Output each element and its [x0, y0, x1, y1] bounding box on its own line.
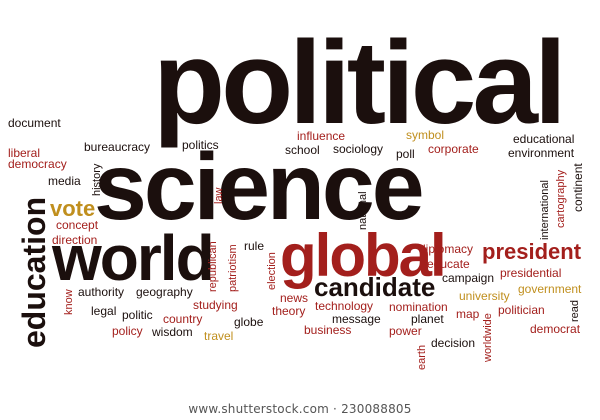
- word-president: president: [482, 239, 582, 264]
- word-law: law: [213, 187, 225, 204]
- watermark-bar: www.shutterstock.com · 230088805: [0, 396, 600, 420]
- word-authority: authority: [78, 285, 125, 299]
- word-wisdom: wisdom: [152, 325, 193, 339]
- word-diplomacy: diplomacy: [419, 242, 474, 256]
- word-school: school: [285, 143, 320, 157]
- word-concept: concept: [56, 218, 99, 232]
- word-map: map: [456, 307, 480, 321]
- word-travel: travel: [204, 329, 234, 343]
- word-read: read: [569, 299, 581, 322]
- word-sociology: sociology: [333, 142, 384, 156]
- word-symbol: symbol: [406, 128, 445, 142]
- word-studying: studying: [193, 298, 238, 312]
- word-democrat: democrat: [530, 322, 581, 336]
- word-political: political: [153, 17, 567, 149]
- word-business: business: [304, 323, 352, 337]
- word-earth: earth: [416, 344, 428, 370]
- word-politician: politician: [498, 303, 545, 317]
- word-international: international: [539, 180, 551, 240]
- word-politic: politic: [122, 308, 153, 322]
- word-rule: rule: [244, 239, 265, 253]
- word-election: election: [266, 252, 278, 290]
- word-world: world: [52, 222, 215, 294]
- word-continent: continent: [571, 163, 585, 212]
- word-geography: geography: [136, 285, 193, 299]
- word-politics: politics: [182, 138, 219, 152]
- word-media: media: [48, 174, 81, 188]
- word-cartography: cartography: [555, 169, 567, 228]
- word-liberal: liberal: [8, 146, 41, 160]
- word-corporate: corporate: [428, 142, 479, 156]
- word-educational: educational: [513, 132, 575, 146]
- word-technology: technology: [315, 299, 374, 313]
- word-education: education: [16, 196, 52, 348]
- word-educate: educate: [427, 257, 470, 271]
- word-document: document: [8, 116, 61, 130]
- word-patriotism: patriotism: [227, 244, 239, 292]
- word-direction: direction: [52, 233, 98, 247]
- word-national: national: [357, 191, 369, 230]
- word-history: history: [91, 163, 103, 196]
- watermark-text: www.shutterstock.com · 230088805: [188, 402, 412, 416]
- word-university: university: [459, 289, 510, 303]
- word-presidential: presidential: [500, 266, 562, 280]
- word-candidate: candidate: [314, 272, 436, 302]
- word-nomination: nomination: [389, 300, 448, 314]
- word-country: country: [163, 312, 203, 326]
- word-science: science: [94, 134, 425, 240]
- word-vote: vote: [50, 196, 96, 221]
- word-campaign: campaign: [442, 271, 495, 285]
- word-bureaucracy: bureaucracy: [84, 140, 151, 154]
- word-legal: legal: [91, 304, 117, 318]
- word-environment: environment: [508, 146, 575, 160]
- word-worldwide: worldwide: [482, 313, 494, 362]
- word-influence: influence: [297, 129, 346, 143]
- word-power: power: [389, 324, 422, 338]
- word-democracy: democracy: [8, 157, 67, 171]
- word-globe: globe: [234, 315, 264, 329]
- word-poll: poll: [396, 147, 415, 161]
- word-government: government: [518, 282, 582, 296]
- word-message: message: [332, 312, 381, 326]
- word-global: global: [280, 222, 447, 289]
- word-republican: republican: [207, 241, 219, 292]
- word-decision: decision: [431, 336, 476, 350]
- word-policy: policy: [112, 324, 143, 338]
- word-planet: planet: [411, 312, 444, 326]
- word-know: know: [63, 289, 75, 315]
- word-theory: theory: [272, 304, 306, 318]
- word-news: news: [280, 291, 309, 305]
